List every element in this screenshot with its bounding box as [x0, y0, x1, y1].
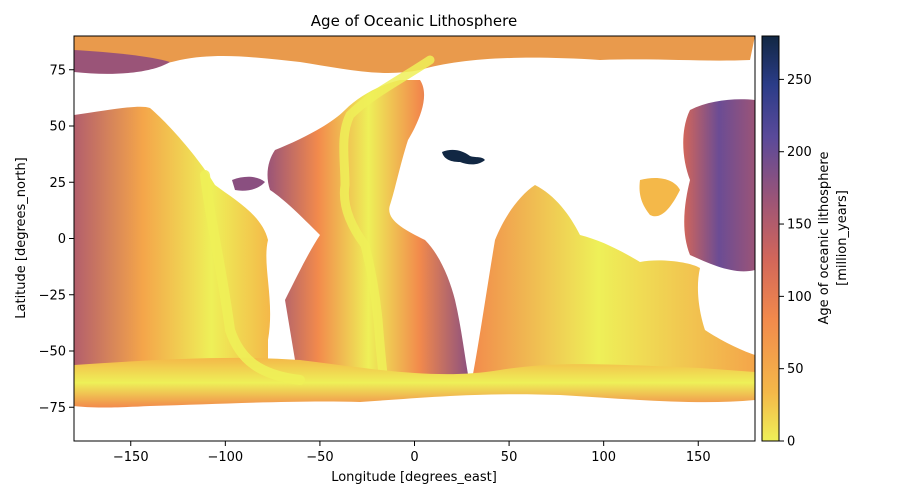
y-tick-label: −75 [39, 401, 66, 416]
y-tick-label: 0 [58, 232, 66, 247]
y-tick-label: −50 [39, 345, 66, 360]
west-pacific-region [683, 99, 755, 272]
x-tick-label: 150 [686, 450, 711, 465]
x-tick-label: −50 [306, 450, 333, 465]
x-tick-label: −150 [113, 450, 149, 465]
colorbar-ticks: 0 50 100 150 200 250 [779, 73, 812, 450]
mid-atlantic-ridge [339, 55, 435, 395]
pacific-west-region [74, 106, 271, 386]
colorbar-tick-label: 50 [787, 362, 804, 377]
x-tick-label: −100 [207, 450, 243, 465]
colorbar-tick-label: 150 [787, 218, 812, 233]
x-tick-label: 50 [501, 450, 518, 465]
arabian-sea-region [639, 178, 680, 217]
colorbar-tick-label: 0 [787, 435, 795, 450]
east-pacific-rise [200, 170, 305, 385]
atlantic-region [267, 80, 470, 390]
gulf-caribbean-region [232, 176, 265, 191]
arctic-region [74, 36, 755, 73]
y-tick-label: 75 [49, 63, 66, 78]
chart-title: Age of Oceanic Lithosphere [311, 12, 517, 30]
y-tick-label: 50 [49, 120, 66, 135]
x-axis-title: Longitude [degrees_east] [331, 470, 497, 485]
colorbar-tick-label: 200 [787, 145, 812, 160]
y-tick-label: −25 [39, 288, 66, 303]
x-axis-ticks: −150 −100 −50 0 50 100 150 [113, 441, 711, 465]
colorbar-label-line1: Age of oceanic lithosphere [817, 152, 832, 325]
y-axis-title: Latitude [degrees_north] [14, 157, 29, 318]
x-tick-label: 0 [410, 450, 418, 465]
southern-ocean-region [74, 357, 755, 408]
colorbar-tick-label: 100 [787, 290, 812, 305]
y-tick-label: 25 [49, 176, 66, 191]
x-tick-label: 100 [591, 450, 616, 465]
colorbar [761, 35, 780, 442]
arctic-west-purple [74, 50, 170, 74]
y-axis-ticks: −75 −50 −25 0 25 50 75 [39, 63, 74, 416]
colorbar-label-line2: [million_years] [835, 190, 850, 286]
colorbar-tick-label: 250 [787, 73, 812, 88]
mediterranean-region [442, 149, 485, 165]
ocean-age-raster [74, 36, 755, 408]
indian-ocean-region [470, 185, 755, 390]
